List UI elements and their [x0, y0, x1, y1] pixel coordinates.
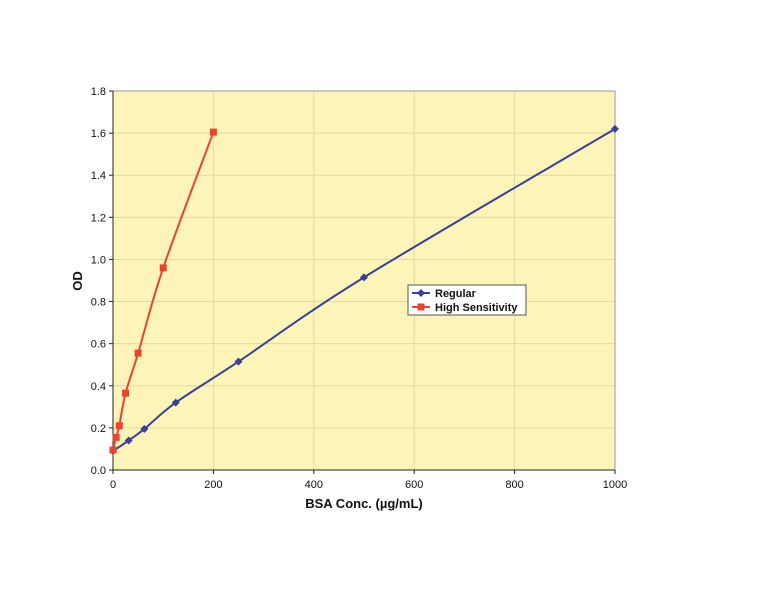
y-tick-label: 0.2: [91, 423, 106, 435]
data-point-high-sensitivity: [112, 433, 120, 441]
y-tick-label: 0.6: [91, 339, 106, 351]
data-point-high-sensitivity: [122, 389, 130, 397]
data-point-high-sensitivity: [134, 349, 142, 357]
data-point-regular: [611, 124, 619, 133]
legend-label-regular: Regular: [435, 288, 477, 300]
data-point-regular: [360, 273, 368, 282]
axes: [109, 90, 616, 474]
legend-label-high-sensitivity: High Sensitivity: [435, 302, 518, 314]
data-point-regular: [124, 436, 133, 445]
y-tick-label: 0.4: [91, 381, 106, 393]
y-tick-label: 1.8: [91, 86, 106, 98]
y-tick-label: 1.4: [91, 170, 106, 182]
legend: Regular High Sensitivity: [407, 284, 527, 316]
data-point-high-sensitivity: [209, 128, 217, 136]
series-line-regular: [112, 128, 616, 452]
data-point-regular: [234, 357, 243, 366]
legend-marker-regular: [417, 289, 425, 297]
y-axis-title: OD: [70, 271, 85, 291]
x-tick-label: 400: [305, 479, 323, 491]
data-point-regular: [171, 398, 180, 407]
legend-box: [407, 284, 527, 316]
y-tick-label: 1.6: [91, 128, 106, 140]
x-axis-title: BSA Conc. (µg/mL): [305, 496, 423, 511]
data-point-high-sensitivity: [159, 264, 167, 272]
x-tick-label: 200: [204, 479, 222, 491]
data-point-high-sensitivity: [109, 446, 117, 454]
y-tick-label: 0.8: [91, 297, 106, 309]
y-tick-label: 0.0: [91, 465, 106, 477]
data-point-regular: [140, 424, 149, 433]
x-tick-label: 0: [110, 479, 116, 491]
y-tick-label: 1.2: [91, 212, 106, 224]
y-tick-label: 1.0: [91, 254, 106, 266]
series-layer: [109, 124, 619, 456]
x-tick-label: 600: [405, 479, 423, 491]
x-tick-label: 800: [505, 479, 523, 491]
legend-marker-high-sensitivity: [417, 303, 425, 311]
data-point-high-sensitivity: [115, 422, 123, 430]
x-tick-label: 1000: [603, 479, 627, 491]
tick-labels: 0.0 0.2 0.4 0.6 0.8 1.0 1.2 1.4 1.6 1.8 0 200 400 600…: [91, 86, 628, 491]
